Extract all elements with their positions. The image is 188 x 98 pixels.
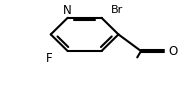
Text: O: O	[168, 45, 177, 58]
Text: N: N	[63, 4, 72, 17]
Text: Br: Br	[111, 5, 123, 15]
Text: F: F	[46, 52, 53, 65]
